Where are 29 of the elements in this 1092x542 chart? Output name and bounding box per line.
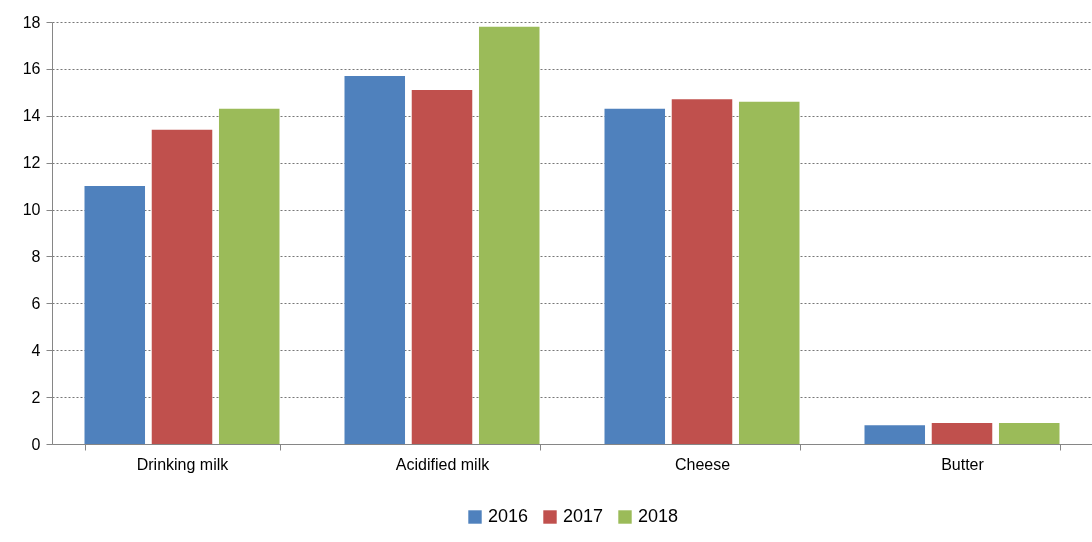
bar: [998, 422, 1060, 444]
y-tick-label: 12: [22, 154, 41, 172]
bar: [411, 89, 473, 444]
bar: [864, 425, 926, 444]
bar: [604, 108, 666, 444]
legend-label: 2016: [488, 506, 529, 526]
legend-label: 2018: [638, 506, 679, 526]
y-tick-label: 18: [22, 13, 41, 31]
y-tick-label: 4: [31, 341, 41, 359]
bar: [738, 101, 800, 444]
y-tick-label: 16: [22, 60, 41, 78]
x-tick-label: Drinking milk: [136, 455, 230, 473]
bar: [671, 99, 733, 444]
x-tick-label: Acidified milk: [395, 455, 491, 473]
y-tick-label: 8: [31, 247, 41, 265]
x-tick-label: Cheese: [674, 455, 731, 473]
bar: [478, 26, 540, 444]
y-tick-label: 10: [22, 201, 41, 219]
y-tick-label: 0: [31, 435, 41, 453]
bar: [151, 129, 213, 444]
bar: [344, 75, 406, 444]
bar: [218, 108, 280, 444]
y-tick-label: 2: [31, 388, 41, 406]
bar: [931, 422, 993, 444]
legend-label: 2017: [563, 506, 604, 526]
y-tick-label: 14: [22, 107, 41, 125]
x-tick-label: Butter: [941, 455, 985, 473]
y-tick-label: 6: [31, 294, 41, 312]
bar: [84, 186, 146, 444]
